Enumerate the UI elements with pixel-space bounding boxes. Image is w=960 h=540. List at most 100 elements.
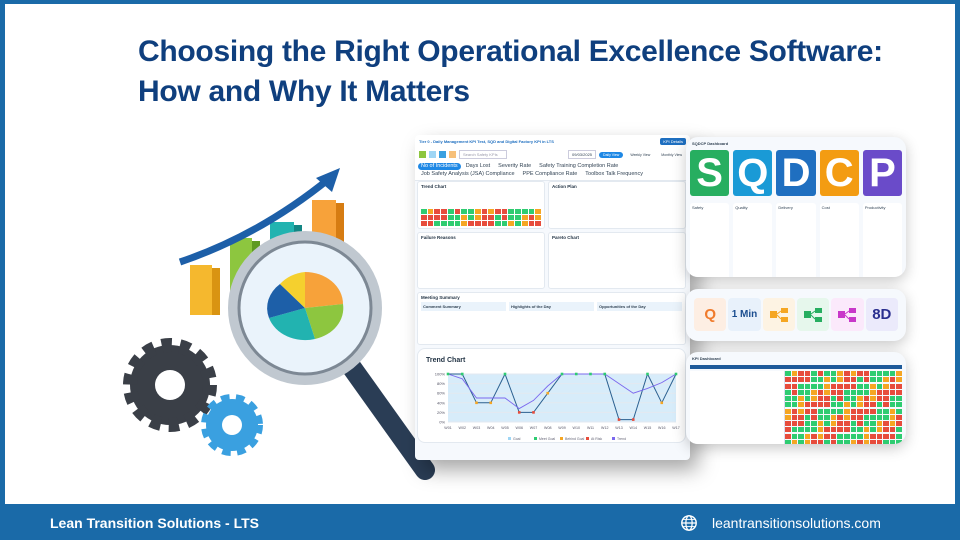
sqdcp-tile-productivity[interactable]: P — [862, 150, 903, 196]
data-point — [674, 372, 678, 376]
kpi-status-cell — [791, 389, 798, 395]
kpi-status-cell — [863, 383, 870, 389]
kpi-status-cell — [447, 209, 454, 214]
kpi-status-cell — [798, 414, 804, 420]
page-title: Choosing the Right Operational Excellenc… — [138, 35, 883, 108]
kpi-status-cell — [830, 433, 837, 439]
kpi-icon[interactable] — [449, 151, 456, 158]
kpi-status-cell — [863, 371, 870, 376]
kpi-status-cell — [883, 414, 889, 420]
kpi-status-cell — [850, 408, 857, 414]
kpi-status-cell — [830, 421, 837, 426]
kpi-icon[interactable] — [419, 151, 426, 158]
kpi-icon[interactable] — [429, 151, 436, 158]
tab-training[interactable]: Safety Training Completion Rate — [539, 163, 619, 169]
legend-swatch — [508, 437, 511, 440]
analytics-illustration — [123, 168, 435, 480]
kpi-icon[interactable] — [439, 151, 446, 158]
pareto-chart-section: Pareto Chart — [548, 232, 686, 289]
kpi-status-cell — [876, 408, 883, 414]
kpi-status-cell — [870, 383, 876, 389]
sqdcp-tile-safety[interactable]: S — [690, 150, 730, 196]
y-tick-label: 0% — [439, 420, 445, 425]
kpi-status-cell — [876, 427, 883, 433]
kpi-status-cell — [889, 414, 896, 420]
kpi-status-cell — [785, 439, 791, 444]
kpi-status-cell — [494, 215, 501, 220]
daily-view-button[interactable]: Daily View — [599, 151, 624, 158]
lean-tool-button[interactable] — [831, 298, 864, 331]
kpi-details-button[interactable]: KPI Details — [660, 138, 686, 145]
kpi-status-cell — [811, 383, 817, 389]
kpi-status-cell — [850, 433, 857, 439]
legend-label: Trend — [617, 437, 626, 441]
kpi-status-cell — [785, 414, 791, 420]
sqdcp-tile-delivery[interactable]: D — [776, 150, 816, 196]
kpi-status-cell — [461, 221, 468, 226]
tab-days-lost[interactable]: Days Lost — [465, 163, 491, 169]
tab-ppe[interactable]: PPE Compliance Rate — [522, 171, 578, 177]
data-point — [503, 372, 507, 376]
monthly-view-button[interactable]: Monthly View — [661, 152, 682, 157]
y-tick-label: 60% — [437, 391, 445, 396]
legend-swatch — [534, 437, 537, 440]
kpi-status-cell — [896, 371, 902, 376]
legend-swatch — [560, 437, 563, 440]
sqdcp-tile-quality[interactable]: Q — [733, 150, 773, 196]
sqdcp-tile-cost[interactable]: C — [819, 150, 859, 196]
website-link[interactable]: leantransitionsolutions.com — [712, 515, 881, 531]
tab-incidents[interactable]: No of Incidents — [418, 163, 461, 170]
x-tick-label: W13 — [615, 426, 622, 430]
legend-label: Goal — [513, 437, 521, 441]
y-tick-label: 100% — [435, 372, 446, 377]
lean-tool-button[interactable] — [762, 298, 795, 331]
kpi-status-cell — [830, 371, 837, 376]
kpi-status-cell — [785, 389, 791, 395]
lean-tool-button[interactable]: Q — [694, 298, 727, 331]
lean-tool-button[interactable]: 8D — [865, 298, 898, 331]
kpi-status-cell — [896, 377, 902, 383]
kpi-status-cell — [785, 433, 791, 439]
kpi-status-cell — [427, 215, 434, 220]
kpi-status-cell — [837, 371, 843, 376]
kpi-status-cell — [837, 414, 843, 420]
kpi-status-cell — [481, 221, 488, 226]
x-tick-label: W03 — [473, 426, 480, 430]
lean-tool-button[interactable]: 1 Min — [728, 298, 761, 331]
kpi-status-cell — [896, 396, 902, 401]
kpi-status-cell — [883, 427, 889, 433]
kpi-status-cell — [889, 371, 896, 376]
kpi-status-cell — [876, 414, 883, 420]
kpi-status-cell — [857, 371, 863, 376]
y-tick-label: 20% — [437, 410, 445, 415]
kpi-status-cell — [870, 421, 876, 426]
kpi-status-cell — [863, 389, 870, 395]
kpi-status-cell — [889, 389, 896, 395]
kpi-status-cell — [843, 402, 850, 408]
weekly-view-button[interactable]: Weekly View — [630, 152, 651, 157]
legend-swatch — [586, 437, 589, 440]
kpi-status-cell — [798, 421, 804, 426]
tab-jsa[interactable]: Job Safety Analysis (JSA) Compliance — [421, 171, 515, 177]
kpi-status-cell — [454, 215, 461, 220]
tab-toolbox[interactable]: Toolbox Talk Frequency — [585, 171, 643, 177]
kpi-status-cell — [830, 402, 837, 408]
kpi-status-cell — [837, 383, 843, 389]
lean-tool-button[interactable] — [796, 298, 830, 331]
search-input[interactable]: Search Safety KPIs — [459, 150, 507, 159]
date-picker[interactable]: 09/03/2025 — [568, 150, 597, 159]
kpi-status-cell — [857, 383, 863, 389]
tab-severity[interactable]: Severity Rate — [498, 163, 532, 169]
kpi-status-cell — [896, 402, 902, 408]
kpi-status-cell — [843, 389, 850, 395]
kpi-status-cell — [824, 402, 830, 408]
kpi-status-cell — [870, 396, 876, 401]
kpi-status-cell — [521, 215, 528, 220]
kpi-status-cell — [824, 377, 830, 383]
kpi-status-cell — [791, 439, 798, 444]
kpi-status-cell — [850, 421, 857, 426]
kpi-status-cell — [896, 433, 902, 439]
x-tick-label: W01 — [444, 426, 451, 430]
kpi-status-cell — [528, 221, 535, 226]
kpi-status-cell — [811, 408, 817, 414]
